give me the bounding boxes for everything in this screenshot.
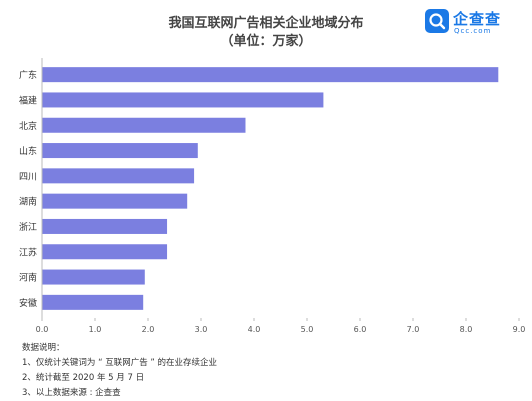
bar [42, 117, 246, 133]
bar [42, 92, 324, 108]
x-tick-label: 8.0 [460, 325, 473, 334]
bar [42, 269, 145, 285]
x-tick-label: 2.0 [142, 325, 155, 334]
y-tick-label: 湖南 [19, 196, 37, 208]
x-tick-label: 5.0 [301, 325, 314, 334]
x-tick-label: 3.0 [195, 325, 208, 334]
x-tick-label: 1.0 [89, 325, 102, 334]
y-tick-label: 北京 [19, 120, 37, 132]
chart-subtitle: （单位：万家） [220, 34, 312, 49]
x-tick-label: 4.0 [248, 325, 261, 334]
note-item: 2、统计截至 2020 年 5 月 7 日 [22, 373, 145, 383]
bar [42, 193, 188, 209]
x-tick-label: 7.0 [407, 325, 420, 334]
qcc-search-logo-icon [425, 9, 449, 33]
bar [42, 143, 198, 159]
qcc-logo: 企查查 Qcc.com [425, 8, 525, 36]
data-notes: 数据说明： 1、仅统计关键词为 “ 互联网广告 ” 的在业存续企业 2、统计截至… [22, 341, 217, 401]
note-item: 1、仅统计关键词为 “ 互联网广告 ” 的在业存续企业 [22, 358, 218, 368]
bar [42, 218, 168, 234]
logo-subtext: Qcc.com [454, 27, 492, 35]
y-tick-label: 浙江 [19, 221, 37, 233]
y-tick-label: 江苏 [19, 246, 37, 258]
y-tick-label: 福建 [19, 94, 37, 106]
x-tick-label: 9.0 [513, 325, 526, 334]
y-tick-label: 安徽 [19, 297, 37, 309]
bar [42, 168, 195, 184]
chart-title: 我国互联网广告相关企业地域分布 [168, 16, 364, 31]
y-tick-label: 四川 [19, 172, 37, 182]
note-item: 3、以上数据来源 : 企查查 [22, 388, 121, 398]
x-tick-label: 6.0 [354, 325, 367, 334]
y-tick-label: 山东 [19, 145, 37, 157]
bar [42, 244, 168, 260]
notes-heading: 数据说明： [22, 343, 65, 353]
bar [42, 294, 144, 310]
bar [42, 67, 499, 83]
y-tick-label: 广东 [19, 69, 37, 81]
x-tick-label: 0.0 [36, 325, 49, 334]
y-tick-label: 河南 [19, 272, 37, 284]
logo-text: 企查查 [453, 10, 502, 28]
